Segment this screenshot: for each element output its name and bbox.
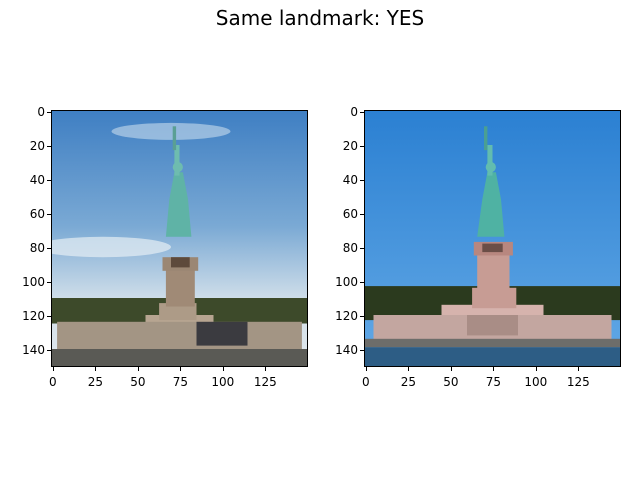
y-tick-label: 20 (342, 138, 358, 153)
x-tick-label: 100 (524, 375, 548, 389)
x-tick-label: 25 (400, 375, 416, 389)
y-tick-label: 120 (335, 308, 358, 323)
y-tick-label: 140 (335, 342, 358, 357)
y-tick-label: 40 (29, 172, 45, 187)
y-tick-label: 0 (37, 104, 45, 119)
x-tick-mark (137, 367, 139, 371)
y-tick-mark (47, 315, 51, 317)
y-tick-label: 100 (22, 274, 45, 289)
y-tick-label: 80 (342, 240, 358, 255)
x-tick-mark (493, 367, 495, 371)
y-tick-label: 40 (342, 172, 358, 187)
x-tick-label: 0 (49, 375, 57, 389)
x-tick-label: 75 (485, 375, 501, 389)
x-tick-label: 125 (253, 375, 277, 389)
y-tick-mark (47, 111, 51, 113)
y-tick-mark (360, 349, 364, 351)
left-image-axes: 0 25 50 75 100 125 0 20 40 60 80 100 120 140 (22, 106, 308, 388)
y-tick-label: 60 (342, 206, 358, 221)
x-tick-label: 50 (443, 375, 459, 389)
right-landmark-image (365, 111, 620, 366)
y-tick-mark (360, 145, 364, 147)
x-tick-label: 50 (130, 375, 146, 389)
x-tick-label: 125 (566, 375, 590, 389)
left-landmark-image (52, 111, 307, 366)
figure-title: Same landmark: YES (215, 6, 425, 30)
y-tick-mark (360, 315, 364, 317)
y-tick-mark (47, 213, 51, 215)
y-tick-mark (360, 247, 364, 249)
x-tick-mark (95, 367, 97, 371)
y-tick-label: 80 (29, 240, 45, 255)
y-tick-mark (360, 281, 364, 283)
x-tick-mark (265, 367, 267, 371)
x-tick-mark (365, 367, 367, 371)
y-tick-mark (47, 349, 51, 351)
x-tick-mark (222, 367, 224, 371)
y-tick-mark (360, 179, 364, 181)
y-tick-mark (360, 213, 364, 215)
x-tick-mark (408, 367, 410, 371)
right-image-axes: 0 25 50 75 100 125 0 20 40 60 80 100 120 140 (335, 106, 621, 388)
x-tick-label: 75 (172, 375, 188, 389)
y-tick-mark (47, 145, 51, 147)
y-tick-label: 20 (29, 138, 45, 153)
y-tick-label: 100 (335, 274, 358, 289)
x-tick-mark (578, 367, 580, 371)
x-tick-label: 100 (211, 375, 235, 389)
y-tick-label: 60 (29, 206, 45, 221)
x-tick-mark (52, 367, 54, 371)
x-tick-mark (450, 367, 452, 371)
y-tick-mark (47, 247, 51, 249)
y-tick-label: 120 (22, 308, 45, 323)
x-tick-mark (180, 367, 182, 371)
x-tick-mark (535, 367, 537, 371)
x-tick-label: 25 (87, 375, 103, 389)
y-tick-label: 0 (350, 104, 358, 119)
y-tick-mark (47, 179, 51, 181)
y-tick-label: 140 (22, 342, 45, 357)
y-tick-mark (360, 111, 364, 113)
x-tick-label: 0 (362, 375, 370, 389)
y-tick-mark (47, 281, 51, 283)
